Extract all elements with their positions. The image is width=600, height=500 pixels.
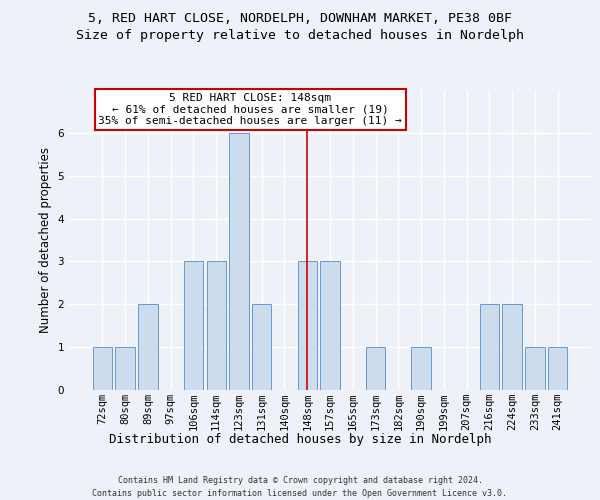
Bar	[206, 262, 226, 390]
Y-axis label: Number of detached properties: Number of detached properties	[39, 147, 52, 333]
Bar	[320, 262, 340, 390]
Bar	[298, 262, 317, 390]
Bar	[525, 347, 545, 390]
Text: Contains public sector information licensed under the Open Government Licence v3: Contains public sector information licen…	[92, 489, 508, 498]
Text: Contains HM Land Registry data © Crown copyright and database right 2024.: Contains HM Land Registry data © Crown c…	[118, 476, 482, 485]
Bar	[93, 347, 112, 390]
Bar	[229, 133, 248, 390]
Text: Size of property relative to detached houses in Nordelph: Size of property relative to detached ho…	[76, 29, 524, 42]
Bar	[115, 347, 135, 390]
Text: Distribution of detached houses by size in Nordelph: Distribution of detached houses by size …	[109, 432, 491, 446]
Bar	[184, 262, 203, 390]
Bar	[479, 304, 499, 390]
Bar	[366, 347, 385, 390]
Bar	[252, 304, 271, 390]
Bar	[138, 304, 158, 390]
Text: 5, RED HART CLOSE, NORDELPH, DOWNHAM MARKET, PE38 0BF: 5, RED HART CLOSE, NORDELPH, DOWNHAM MAR…	[88, 12, 512, 26]
Bar	[502, 304, 522, 390]
Bar	[548, 347, 567, 390]
Text: 5 RED HART CLOSE: 148sqm
← 61% of detached houses are smaller (19)
35% of semi-d: 5 RED HART CLOSE: 148sqm ← 61% of detach…	[98, 92, 402, 126]
Bar	[412, 347, 431, 390]
